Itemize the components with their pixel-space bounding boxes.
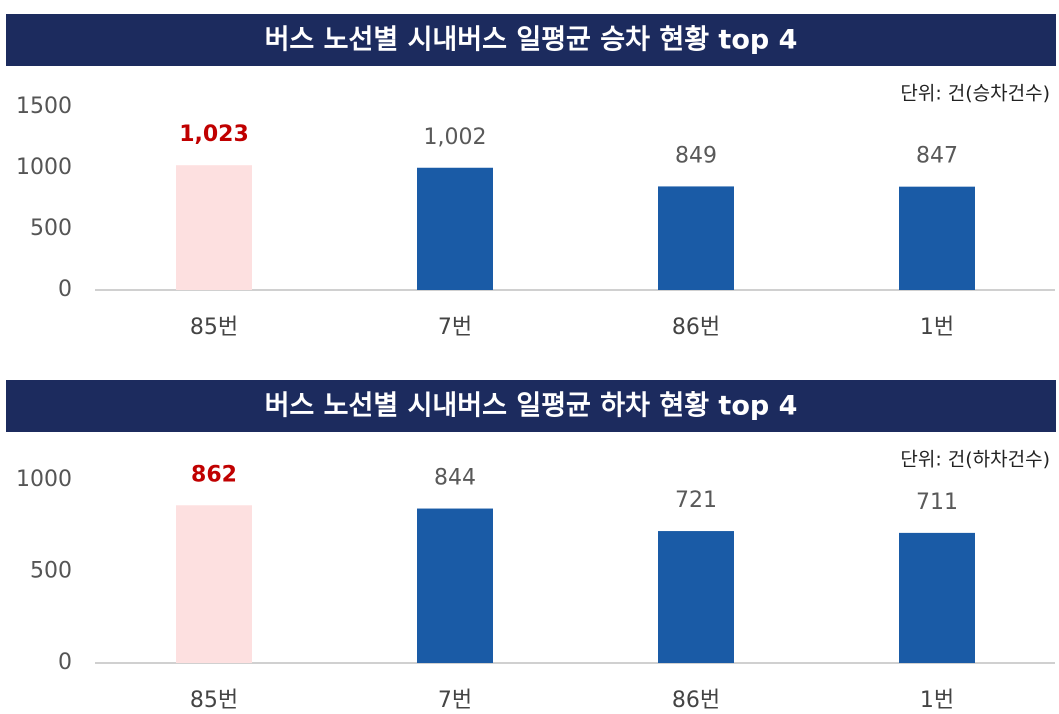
y-tick-label: 0 — [58, 277, 72, 302]
bar — [417, 508, 493, 663]
title-banner — [6, 14, 1056, 66]
chart-title: 버스 노선별 시내버스 일평균 하차 현황 top 4 — [265, 391, 798, 422]
y-tick-label: 1000 — [16, 467, 72, 492]
value-label: 711 — [916, 490, 958, 515]
title-banner — [6, 380, 1056, 432]
y-tick-label: 500 — [30, 559, 72, 584]
value-label: 862 — [191, 462, 237, 487]
bar — [658, 186, 734, 290]
y-tick-label: 500 — [30, 216, 72, 241]
x-tick-label: 7번 — [438, 315, 472, 340]
chart-title: 버스 노선별 시내버스 일평균 승차 현황 top 4 — [265, 25, 798, 56]
bar — [176, 165, 252, 290]
unit-label: 단위: 건(하차건수) — [900, 449, 1050, 471]
y-tick-label: 1500 — [16, 94, 72, 119]
x-tick-label: 86번 — [672, 315, 720, 340]
bar — [176, 505, 252, 663]
bar — [899, 532, 975, 663]
x-tick-label: 1번 — [920, 688, 954, 713]
value-label: 1,002 — [424, 125, 487, 150]
x-tick-label: 85번 — [190, 688, 238, 713]
unit-label: 단위: 건(승차건수) — [900, 83, 1050, 105]
y-tick-label: 1000 — [16, 155, 72, 180]
x-tick-label: 1번 — [920, 315, 954, 340]
bar — [658, 531, 734, 663]
value-label: 844 — [434, 466, 476, 491]
bar — [417, 167, 493, 290]
x-tick-label: 85번 — [190, 315, 238, 340]
x-tick-label: 7번 — [438, 688, 472, 713]
value-label: 721 — [675, 488, 717, 513]
value-label: 1,023 — [179, 122, 249, 147]
value-label: 849 — [675, 143, 717, 168]
y-tick-label: 0 — [58, 650, 72, 675]
x-tick-label: 86번 — [672, 688, 720, 713]
bar — [899, 186, 975, 290]
value-label: 847 — [916, 144, 958, 169]
